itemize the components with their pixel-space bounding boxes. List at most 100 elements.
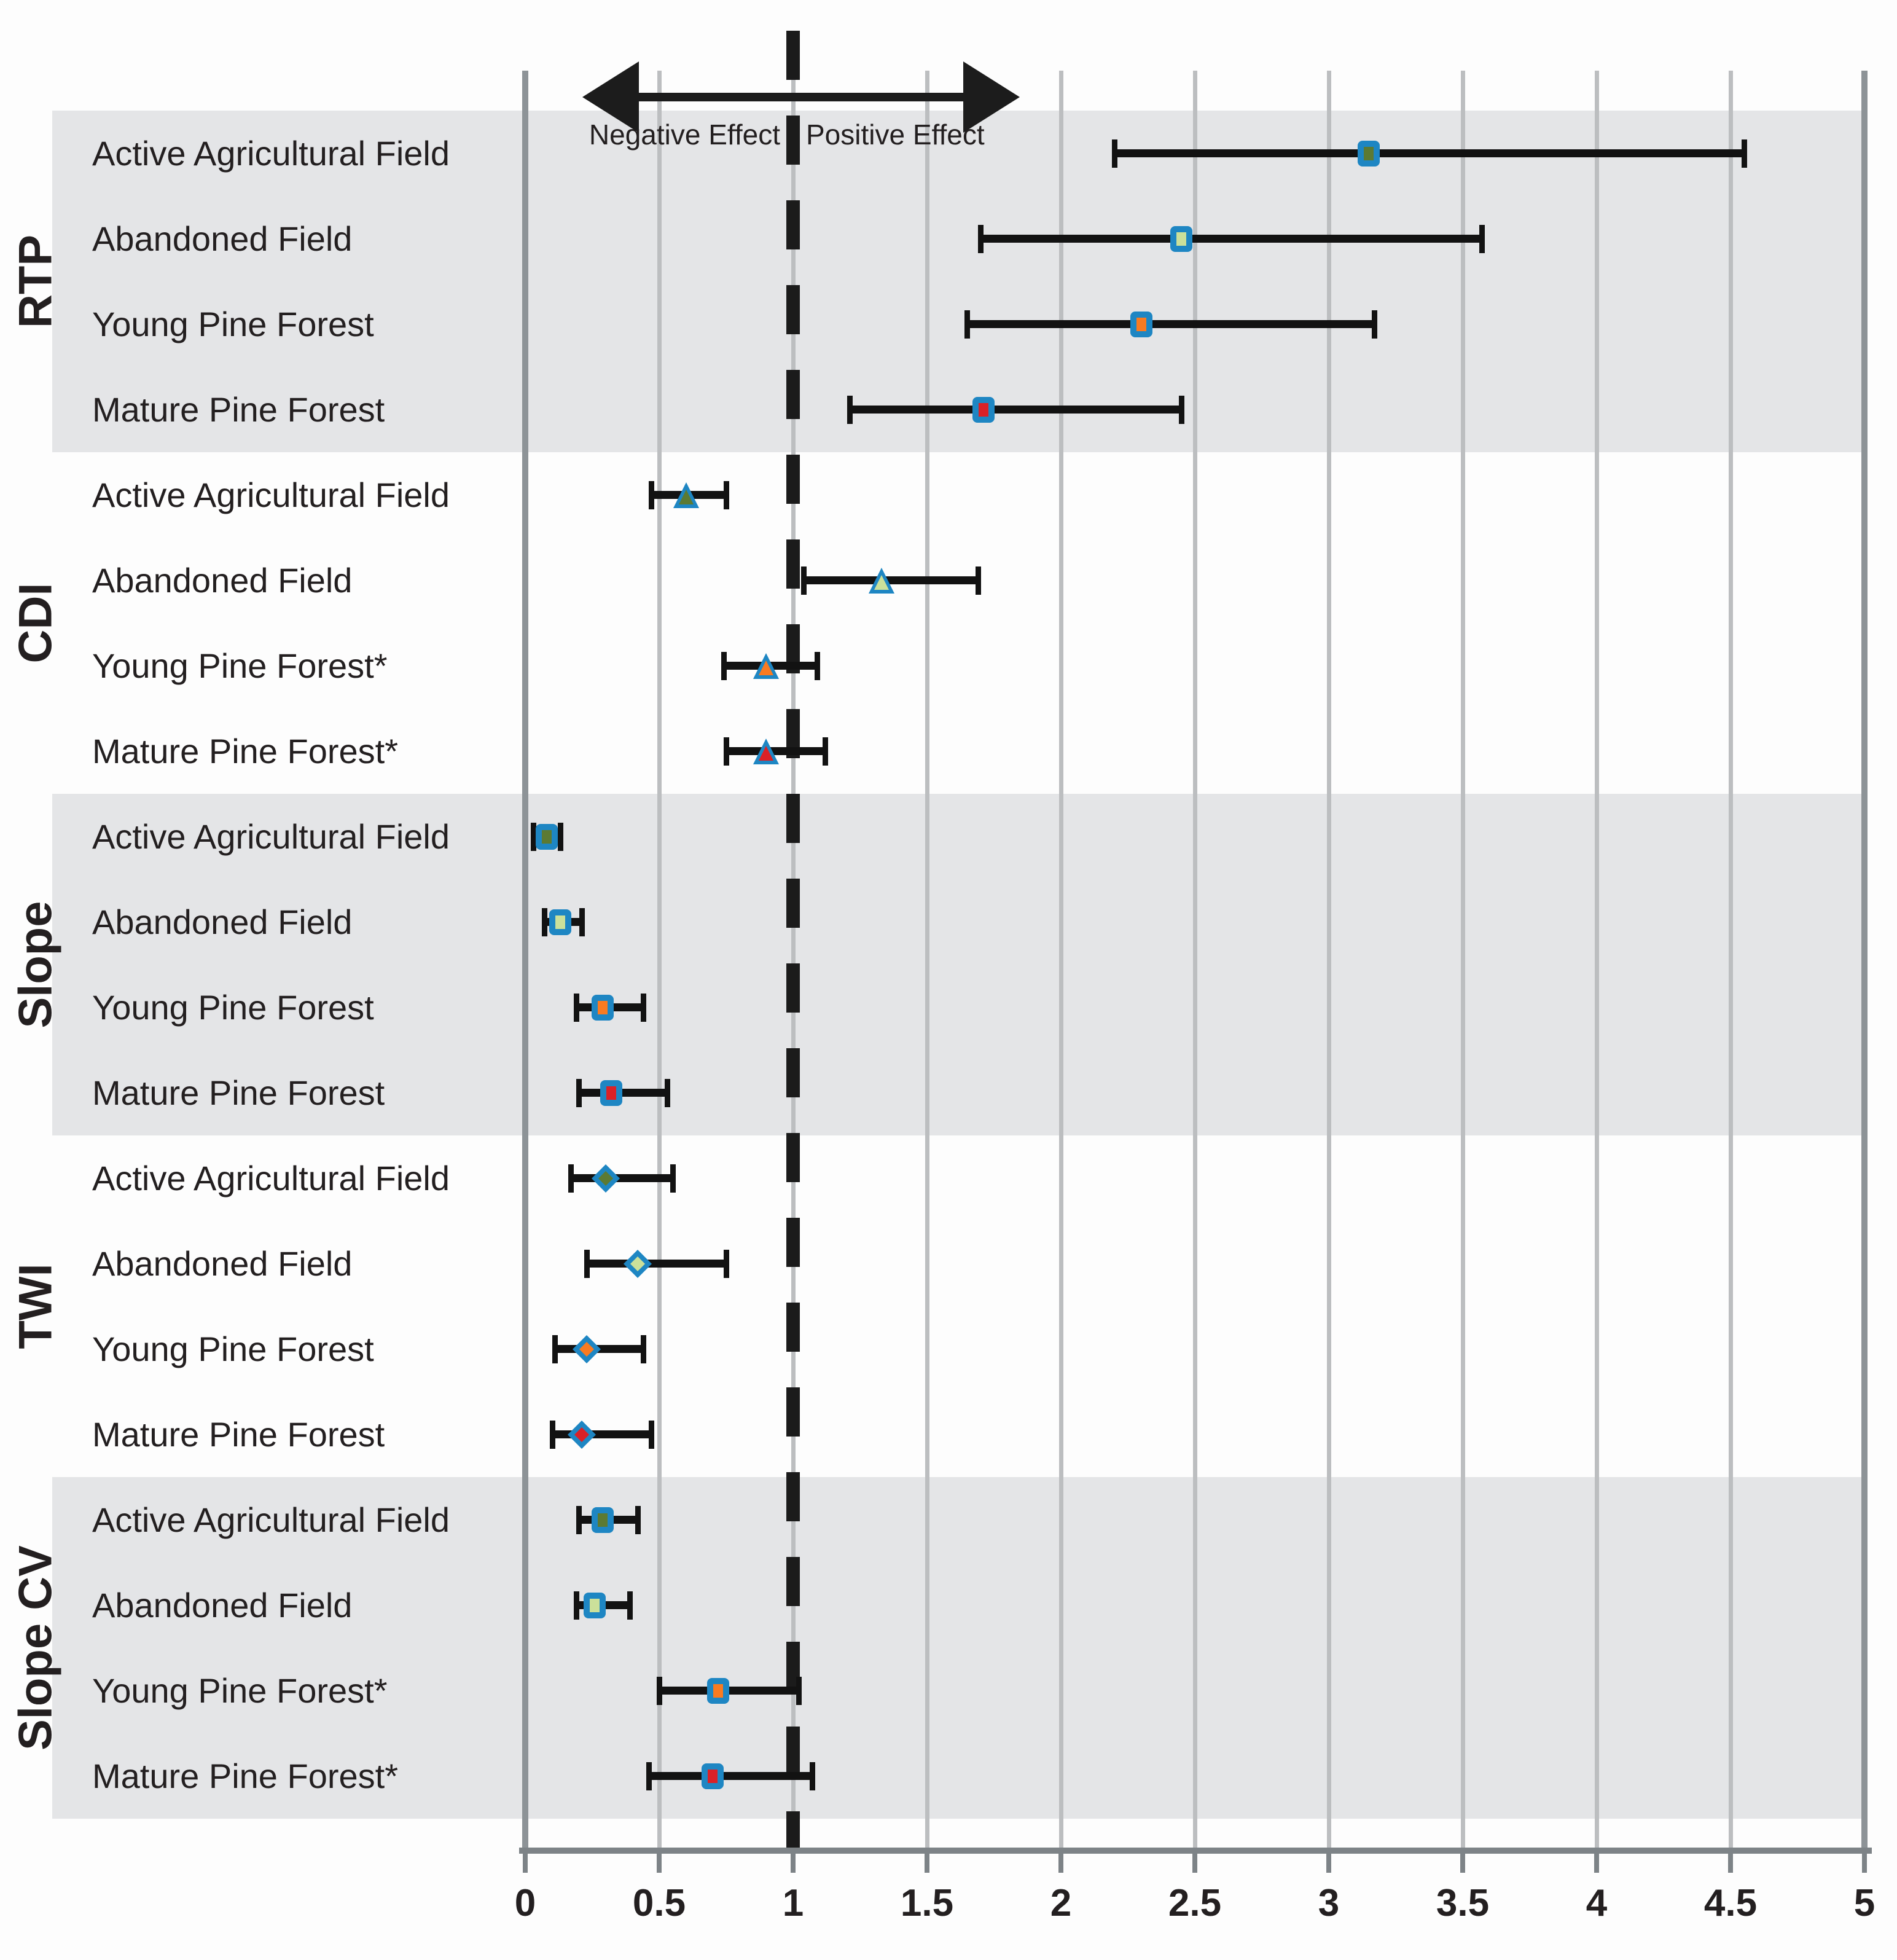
row-label: Mature Pine Forest*: [92, 1756, 398, 1795]
row-label: Active Agricultural Field: [92, 475, 450, 514]
error-bar-cap: [627, 1591, 633, 1620]
gridline: [1059, 71, 1063, 1851]
triangle-marker: [751, 651, 781, 681]
error-bar-cap: [978, 224, 984, 253]
triangle-marker: [751, 737, 781, 766]
row-label: Young Pine Forest: [92, 1329, 374, 1368]
group-label-slope: Slope: [9, 901, 62, 1029]
error-bar-cap: [1179, 395, 1185, 424]
x-axis-tick-label: 5: [1853, 1882, 1875, 1924]
arrow-left-head-icon: [582, 61, 639, 133]
x-axis-tick: [1862, 1851, 1867, 1873]
error-bar-cap: [1372, 310, 1378, 339]
x-axis-tick-label: 1.5: [900, 1882, 954, 1924]
square-marker: [969, 395, 998, 425]
error-bar-cap: [1112, 139, 1118, 168]
row-label: Mature Pine Forest: [92, 1073, 385, 1112]
error-bar-cap: [576, 1505, 582, 1534]
row-label: Active Agricultural Field: [92, 133, 450, 173]
square-marker: [532, 822, 561, 852]
frame-gridline: [522, 71, 528, 1851]
gridline: [925, 71, 929, 1851]
error-bar-cap: [648, 1420, 654, 1449]
error-bar-cap: [975, 566, 981, 595]
gridline: [1327, 71, 1331, 1851]
error-bar-cap: [635, 1505, 641, 1534]
error-bar-cap: [801, 566, 807, 595]
row-label: Active Agricultural Field: [92, 1158, 450, 1198]
x-axis-tick-label: 2.5: [1168, 1882, 1222, 1924]
square-marker: [588, 1505, 617, 1535]
gridline: [1193, 71, 1197, 1851]
error-bar-cap: [576, 1078, 582, 1107]
arrow-right-head-icon: [963, 61, 1020, 133]
x-axis-tick: [1326, 1851, 1331, 1873]
error-bar-cap: [964, 310, 971, 339]
x-axis-tick: [1728, 1851, 1733, 1873]
error-bar-cap: [640, 993, 646, 1022]
row-label: Mature Pine Forest: [92, 390, 385, 429]
square-marker: [1167, 224, 1196, 254]
row-label: Mature Pine Forest: [92, 1414, 385, 1454]
x-axis-tick-label: 3: [1318, 1882, 1340, 1924]
error-bar: [648, 1771, 812, 1780]
square-marker: [580, 1591, 609, 1620]
error-bar: [980, 234, 1482, 243]
error-bar: [726, 747, 826, 755]
error-bar-cap: [568, 1164, 574, 1193]
group-label-cdi: CDI: [9, 582, 62, 664]
row-label: Active Agricultural Field: [92, 1500, 450, 1539]
diamond-marker: [591, 1164, 620, 1193]
error-bar: [849, 405, 1182, 414]
row-label: Abandoned Field: [92, 1585, 353, 1625]
diamond-marker: [623, 1249, 652, 1279]
gridline: [1729, 71, 1733, 1851]
x-axis-tick-label: 0.5: [632, 1882, 686, 1924]
x-axis-tick-label: 4: [1586, 1882, 1608, 1924]
error-bar-cap: [541, 907, 547, 936]
gridline: [1461, 71, 1465, 1851]
error-bar-cap: [579, 907, 585, 936]
error-bar-cap: [724, 480, 729, 509]
error-bar-cap: [823, 737, 829, 766]
error-bar-cap: [552, 1335, 558, 1363]
negative-effect-label: Negative Effect: [589, 119, 780, 151]
row-label: Young Pine Forest: [92, 987, 374, 1027]
row-label: Young Pine Forest: [92, 304, 374, 343]
square-marker: [546, 907, 575, 937]
group-band: [52, 1477, 1868, 1819]
diamond-marker: [572, 1335, 601, 1364]
x-axis-tick: [523, 1851, 528, 1873]
error-bar: [587, 1259, 726, 1268]
group-band: [52, 111, 1868, 452]
gridline: [1595, 71, 1599, 1851]
square-marker: [596, 1078, 626, 1108]
effect-direction-arrow-shaft: [633, 93, 968, 101]
error-bar-cap: [573, 993, 579, 1022]
error-bar-cap: [724, 1249, 729, 1278]
reference-dashed-line: [786, 31, 800, 1851]
square-marker: [1127, 310, 1156, 339]
error-bar-cap: [670, 1164, 676, 1193]
square-marker: [698, 1762, 727, 1791]
error-bar-cap: [847, 395, 853, 424]
error-bar-cap: [1479, 224, 1485, 253]
square-marker: [1354, 139, 1383, 168]
positive-effect-label: Positive Effect: [806, 119, 985, 151]
x-axis-tick: [657, 1851, 662, 1873]
row-label: Mature Pine Forest*: [92, 731, 398, 770]
error-bar-cap: [724, 737, 729, 766]
error-bar-cap: [640, 1335, 646, 1363]
row-label: Abandoned Field: [92, 902, 353, 941]
error-bar-cap: [646, 1762, 652, 1790]
x-axis-tick: [791, 1851, 796, 1873]
x-axis-tick-label: 2: [1050, 1882, 1072, 1924]
triangle-marker: [867, 566, 896, 595]
x-axis-tick: [1192, 1851, 1197, 1873]
square-marker: [588, 993, 617, 1022]
diamond-marker: [567, 1420, 596, 1449]
error-bar-cap: [584, 1249, 590, 1278]
error-bar: [571, 1174, 673, 1182]
error-bar-cap: [549, 1420, 555, 1449]
